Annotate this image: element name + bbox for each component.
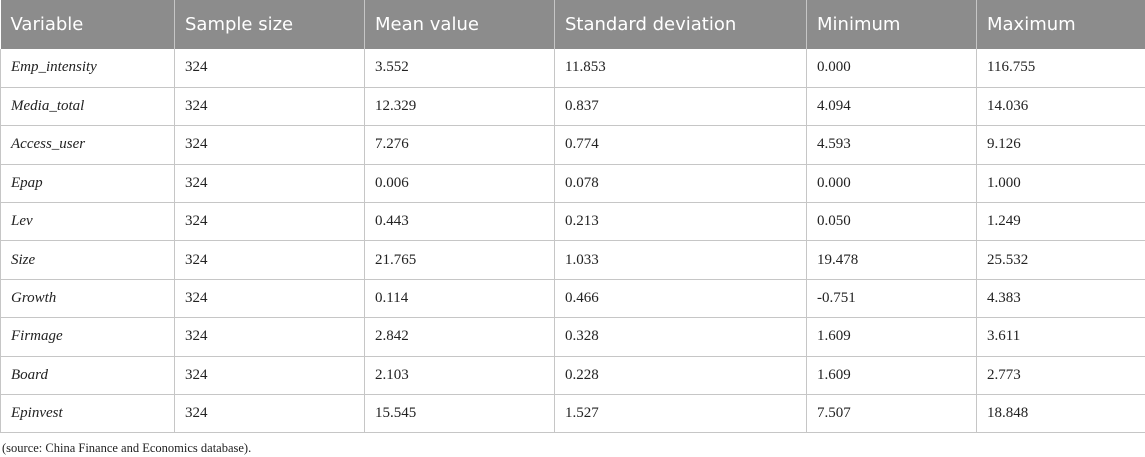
sample-size-cell: 324 [174,49,365,88]
minimum-cell: 1.609 [806,317,977,357]
source-footnote: (source: China Finance and Economics dat… [2,441,252,455]
minimum-cell: 7.507 [806,394,977,434]
variable-cell: Emp_intensity [0,49,175,88]
variable-cell: Access_user [0,125,175,165]
mean-value-cell: 7.276 [364,125,555,165]
mean-value-cell: 21.765 [364,240,555,280]
std-dev-cell: 0.328 [554,317,807,357]
header-minimum: Minimum [806,0,977,49]
variable-cell: Firmage [0,317,175,357]
std-dev-cell: 0.466 [554,279,807,319]
sample-size-cell: 324 [174,394,365,434]
header-standard-deviation: Standard deviation [554,0,807,49]
sample-size-cell: 324 [174,317,365,357]
maximum-cell: 116.755 [976,49,1145,88]
table-header: Variable Sample size Mean value Standard… [0,0,1145,49]
variable-cell: Growth [0,279,175,319]
minimum-cell: 0.000 [806,49,977,88]
sample-size-cell: 324 [174,356,365,396]
table-row: Epinvest 324 15.545 1.527 7.507 18.848 [0,394,1145,434]
sample-size-cell: 324 [174,125,365,165]
table-row: Emp_intensity 324 3.552 11.853 0.000 116.755 [0,49,1145,88]
header-row: Variable Sample size Mean value Standard… [0,0,1145,49]
mean-value-cell: 0.006 [364,164,555,204]
variable-cell: Board [0,356,175,396]
table-row: Lev 324 0.443 0.213 0.050 1.249 [0,202,1145,242]
maximum-cell: 9.126 [976,125,1145,165]
std-dev-cell: 0.774 [554,125,807,165]
variable-cell: Media_total [0,87,175,127]
maximum-cell: 3.611 [976,317,1145,357]
std-dev-cell: 1.527 [554,394,807,434]
table-body: Emp_intensity 324 3.552 11.853 0.000 116.755 M… [0,49,1145,434]
sample-size-cell: 324 [174,279,365,319]
variable-cell: Lev [0,202,175,242]
maximum-cell: 18.848 [976,394,1145,434]
table-row: Access_user 324 7.276 0.774 4.593 9.126 [0,125,1145,165]
std-dev-cell: 0.213 [554,202,807,242]
std-dev-cell: 0.837 [554,87,807,127]
table-row: Growth 324 0.114 0.466 -0.751 4.383 [0,279,1145,319]
sample-size-cell: 324 [174,240,365,280]
std-dev-cell: 0.228 [554,356,807,396]
std-dev-cell: 11.853 [554,49,807,88]
std-dev-cell: 0.078 [554,164,807,204]
sample-size-cell: 324 [174,202,365,242]
table-row: Size 324 21.765 1.033 19.478 25.532 [0,240,1145,280]
mean-value-cell: 0.114 [364,279,555,319]
header-sample-size: Sample size [174,0,365,49]
descriptive-statistics-table: Variable Sample size Mean value Standard… [0,0,1145,434]
variable-cell: Size [0,240,175,280]
minimum-cell: 19.478 [806,240,977,280]
sample-size-cell: 324 [174,164,365,204]
minimum-cell: 0.050 [806,202,977,242]
variable-cell: Epinvest [0,394,175,434]
mean-value-cell: 12.329 [364,87,555,127]
minimum-cell: 0.000 [806,164,977,204]
table-row: Firmage 324 2.842 0.328 1.609 3.611 [0,317,1145,357]
variable-cell: Epap [0,164,175,204]
maximum-cell: 25.532 [976,240,1145,280]
minimum-cell: 4.593 [806,125,977,165]
maximum-cell: 1.249 [976,202,1145,242]
sample-size-cell: 324 [174,87,365,127]
table-row: Epap 324 0.006 0.078 0.000 1.000 [0,164,1145,204]
maximum-cell: 4.383 [976,279,1145,319]
mean-value-cell: 2.842 [364,317,555,357]
maximum-cell: 2.773 [976,356,1145,396]
maximum-cell: 1.000 [976,164,1145,204]
header-maximum: Maximum [976,0,1145,49]
header-variable: Variable [0,0,175,49]
mean-value-cell: 2.103 [364,356,555,396]
mean-value-cell: 0.443 [364,202,555,242]
minimum-cell: 1.609 [806,356,977,396]
table-row: Media_total 324 12.329 0.837 4.094 14.036 [0,87,1145,127]
table-row: Board 324 2.103 0.228 1.609 2.773 [0,356,1145,396]
mean-value-cell: 3.552 [364,49,555,88]
std-dev-cell: 1.033 [554,240,807,280]
maximum-cell: 14.036 [976,87,1145,127]
minimum-cell: 4.094 [806,87,977,127]
header-mean-value: Mean value [364,0,555,49]
minimum-cell: -0.751 [806,279,977,319]
mean-value-cell: 15.545 [364,394,555,434]
